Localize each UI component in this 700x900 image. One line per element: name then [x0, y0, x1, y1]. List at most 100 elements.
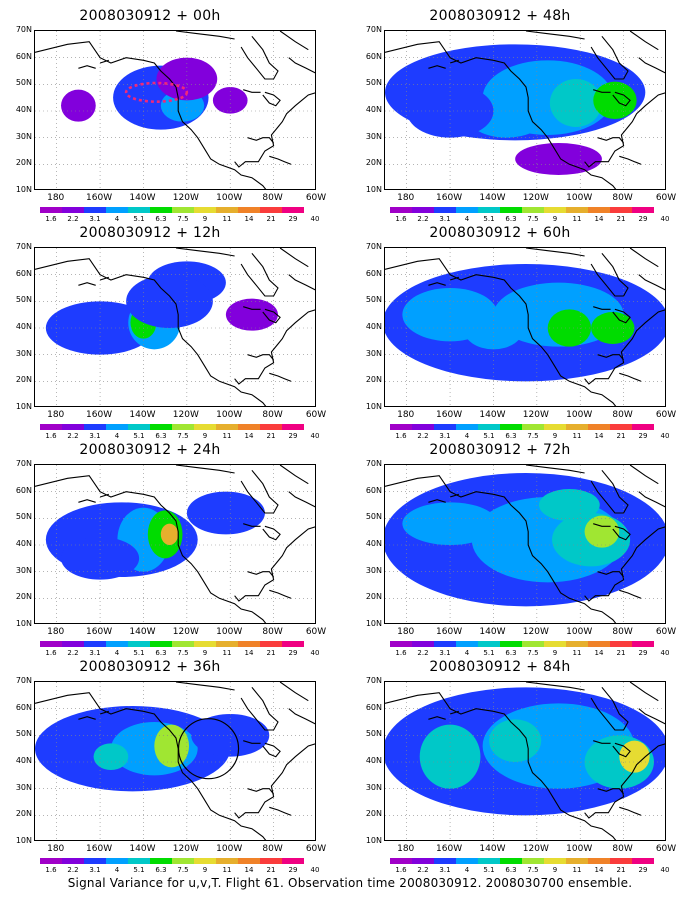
coastline: [247, 354, 275, 361]
lon-tick-label: 80W: [262, 627, 283, 637]
colorbar-label: 9: [202, 432, 208, 440]
colorbar-swatch: [128, 641, 150, 647]
colorbar-label: 14: [594, 432, 604, 440]
colorbar-swatch: [412, 207, 434, 213]
colorbar-swatch: [282, 641, 304, 647]
coastline: [175, 682, 235, 691]
lon-tick-label: 60W: [305, 627, 327, 637]
coastline: [619, 589, 642, 599]
colorbar-swatch: [390, 207, 412, 213]
colorbar-swatch: [40, 858, 62, 864]
panel-title: 2008030912 + 72h: [429, 442, 571, 458]
colorbar-label: 7.5: [177, 866, 189, 874]
flight-route: [124, 81, 189, 103]
colorbar-label: 7.5: [527, 649, 539, 657]
lat-tick-label: 60N: [365, 702, 382, 712]
colorbar: [40, 858, 304, 864]
lat-tick-label: 40N: [365, 756, 382, 765]
coastline: [619, 806, 642, 816]
colorbar-swatch: [434, 641, 456, 647]
colorbar-swatch: [216, 424, 238, 430]
panel-title: 2008030912 + 24h: [79, 442, 221, 458]
colorbar-label: 3.1: [89, 215, 101, 223]
chart-panel: 2008030912 + 60h 70N 60N 50N 40N 30N 20N 10N 180…: [350, 225, 676, 440]
coastline: [584, 309, 665, 385]
coastline: [590, 35, 629, 80]
colorbar-swatch: [478, 641, 500, 647]
colorbar-label: 21: [616, 215, 626, 223]
lat-tick-label: 50N: [15, 512, 32, 522]
colorbar-swatch: [566, 207, 588, 213]
lon-tick-label: 80W: [262, 193, 283, 203]
colorbar-swatch: [588, 858, 610, 864]
colorbar-label: 1.6: [45, 215, 57, 223]
colorbar-label: 21: [266, 432, 276, 440]
lon-tick-label: 60W: [305, 410, 327, 420]
coastline: [619, 155, 642, 165]
colorbar-swatch: [84, 641, 106, 647]
colorbar-swatch: [500, 641, 522, 647]
colorbar-swatch: [62, 424, 84, 430]
chart-panel: 2008030912 + 00h 70N 60N 50N 40N 30N 20N 10N 180…: [0, 8, 326, 223]
lat-tick-label: 70N: [15, 25, 32, 34]
lat-tick-label: 70N: [365, 242, 382, 251]
colorbar-swatch: [260, 641, 282, 647]
variance-blob: [93, 743, 129, 770]
colorbar-swatch: [128, 858, 150, 864]
lon-tick-label: 100W: [216, 410, 243, 420]
colorbar-label: 6.3: [505, 866, 517, 874]
colorbar-label: 2.2: [417, 432, 429, 440]
colorbar-swatch: [588, 207, 610, 213]
colorbar-swatch: [478, 207, 500, 213]
lat-tick-label: 40N: [15, 322, 32, 331]
coastline: [428, 499, 446, 503]
lat-tick-label: 50N: [365, 295, 382, 305]
lat-tick-label: 40N: [15, 756, 32, 765]
lat-tick-label: 20N: [15, 809, 32, 819]
coastline: [279, 465, 309, 485]
coastline: [288, 491, 315, 508]
coastline: [428, 716, 446, 720]
colorbar-label: 14: [594, 649, 604, 657]
colorbar-label: 14: [594, 215, 604, 223]
colorbar-swatch: [150, 641, 172, 647]
lat-tick-label: 70N: [15, 676, 32, 685]
coastline: [629, 248, 659, 268]
coastline: [629, 682, 659, 702]
lat-tick-label: 10N: [365, 619, 382, 628]
coastline: [612, 742, 631, 758]
colorbar-label: 5.1: [483, 866, 495, 874]
lat-tick-label: 10N: [15, 619, 32, 628]
lon-tick-label: 120W: [522, 844, 549, 854]
lon-tick-label: 80W: [612, 844, 633, 854]
coastline: [593, 523, 611, 527]
colorbar-swatch: [500, 424, 522, 430]
colorbar-label: 40: [310, 649, 320, 657]
colorbar-label: 9: [202, 215, 208, 223]
lat-tick-label: 60N: [15, 485, 32, 495]
colorbar-label: 40: [660, 215, 670, 223]
colorbar-swatch: [150, 424, 172, 430]
colorbar-label: 2.2: [67, 215, 79, 223]
lon-tick-label: 100W: [216, 193, 243, 203]
lon-tick-label: 80W: [612, 193, 633, 203]
colorbar-swatch: [632, 424, 654, 430]
colorbar-label: 40: [310, 215, 320, 223]
lon-tick-label: 140W: [129, 844, 156, 854]
figure-caption: Signal Variance for u,v,T. Flight 61. Ob…: [67, 876, 633, 890]
colorbar-swatch: [106, 207, 128, 213]
lon-tick-label: 120W: [172, 410, 199, 420]
lon-tick-label: 100W: [216, 627, 243, 637]
colorbar-label: 1.6: [395, 215, 407, 223]
colorbar-swatch: [238, 207, 260, 213]
lon-tick-label: 60W: [655, 410, 677, 420]
variance-blob: [402, 502, 498, 545]
colorbar-label: 5.1: [133, 432, 145, 440]
coastline: [288, 274, 315, 291]
lat-tick-label: 20N: [365, 809, 382, 819]
colorbar-swatch: [62, 207, 84, 213]
colorbar-swatch: [632, 858, 654, 864]
colorbar-swatch: [172, 641, 194, 647]
colorbar-label: 3.1: [89, 866, 101, 874]
colorbar-label: 11: [222, 215, 232, 223]
